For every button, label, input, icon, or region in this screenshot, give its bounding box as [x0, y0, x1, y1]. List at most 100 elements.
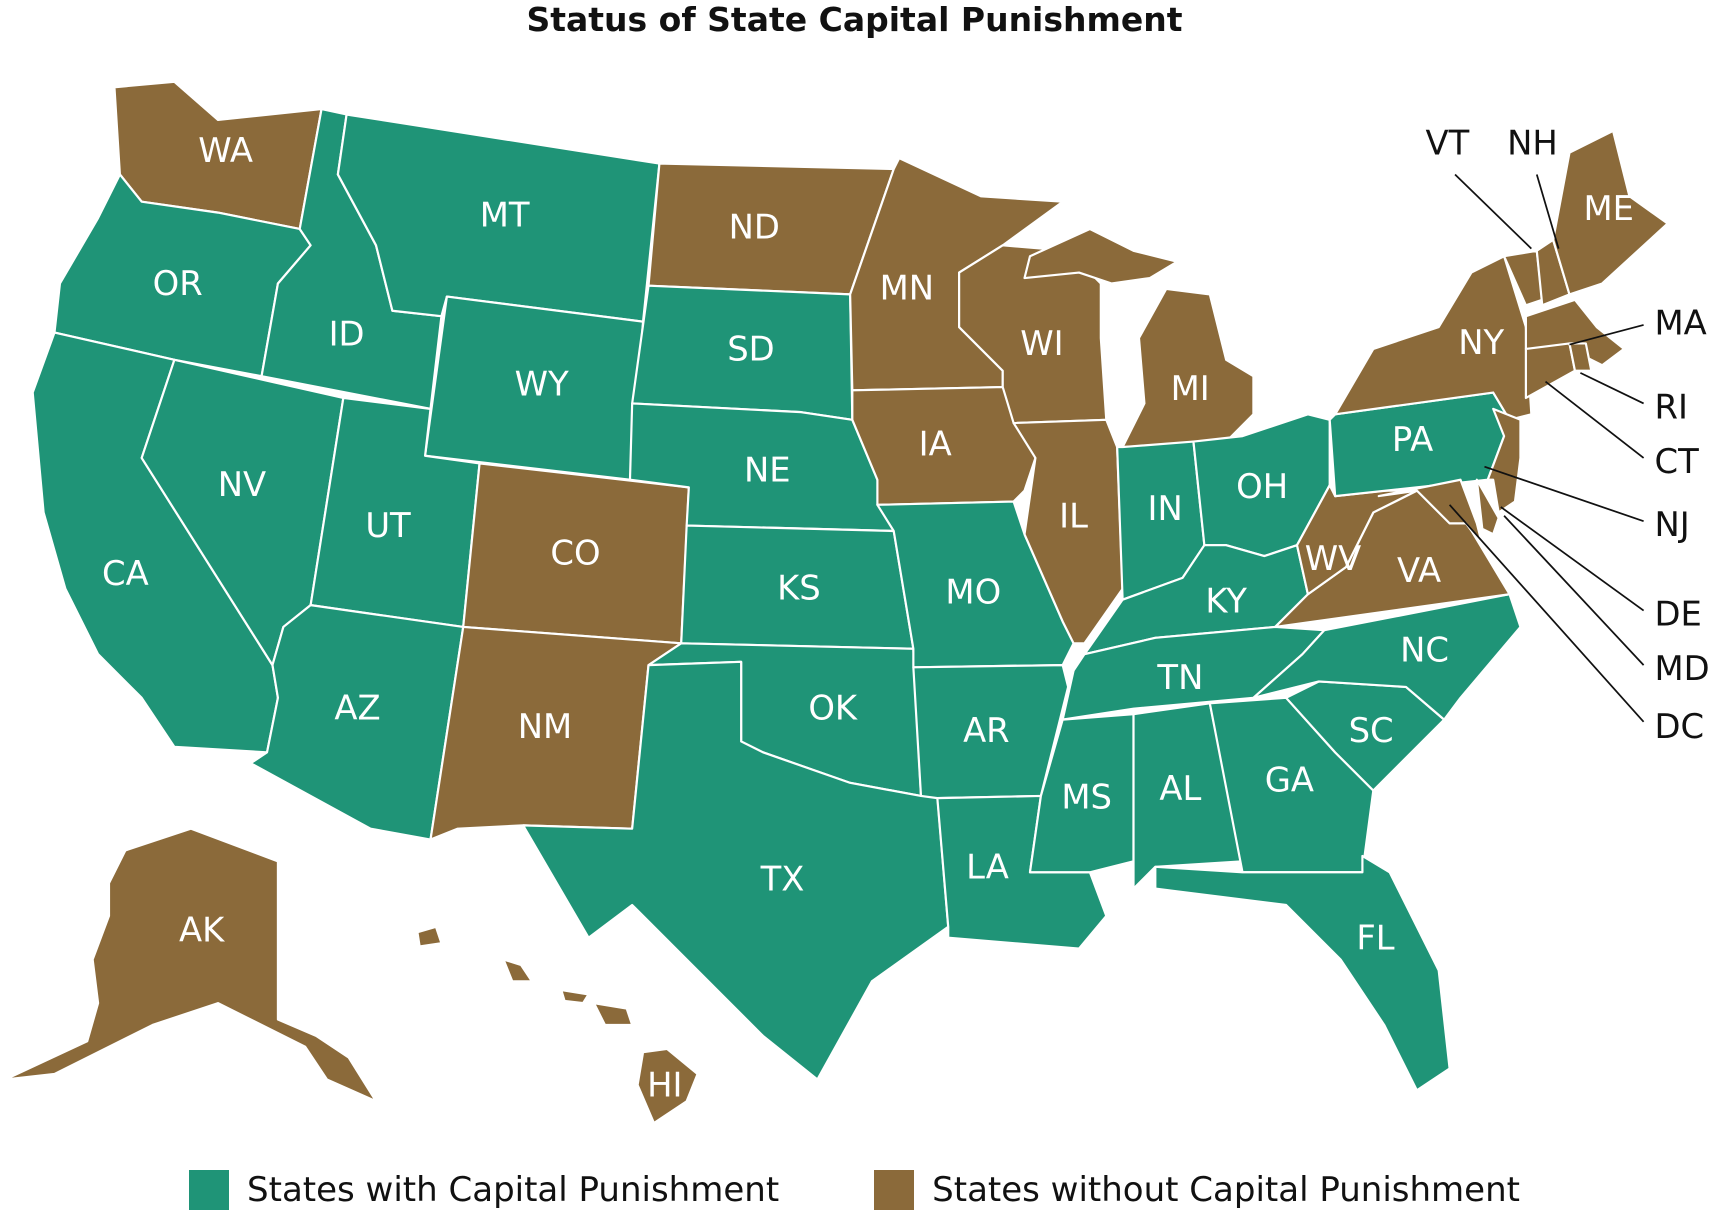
legend-swatch-without: [874, 1170, 915, 1210]
state-label-ne: NE: [744, 451, 791, 490]
state-label-nh: NH: [1507, 124, 1558, 163]
leader-line-vt: [1454, 173, 1532, 250]
legend: States with Capital Punishment States wi…: [0, 1170, 1709, 1210]
legend-item-with: States with Capital Punishment: [189, 1170, 779, 1210]
leader-line-ct: [1544, 380, 1645, 459]
state-label-al: AL: [1159, 769, 1201, 808]
leader-line-nj: [1484, 465, 1644, 523]
state-shape-md: [1377, 478, 1484, 547]
legend-label-without: States without Capital Punishment: [932, 1170, 1520, 1210]
state-shape-hi: [560, 988, 590, 1005]
state-shape-hi: [502, 958, 533, 983]
state-label-ar: AR: [963, 711, 1010, 750]
leader-line-nh: [1535, 174, 1560, 249]
state-label-ak: AK: [179, 911, 225, 950]
state-label-fl: FL: [1356, 918, 1394, 957]
leader-line-md: [1503, 515, 1645, 666]
map-title: Status of State Capital Punishment: [526, 0, 1183, 39]
state-ak: [4, 827, 378, 1103]
state-label-nv: NV: [218, 465, 266, 504]
state-shape-de: [1475, 478, 1500, 536]
state-label-vt: VT: [1426, 124, 1470, 163]
state-label-ma: MA: [1655, 303, 1707, 342]
state-label-ky: KY: [1205, 581, 1247, 620]
state-label-il: IL: [1059, 496, 1088, 535]
state-label-mi: MI: [1171, 369, 1210, 408]
state-label-md: MD: [1655, 649, 1709, 688]
state-shape-hi: [636, 1047, 699, 1125]
state-shape-al: [1132, 702, 1244, 890]
state-label-ks: KS: [777, 568, 821, 607]
state-label-mn: MN: [880, 269, 934, 308]
state-label-ct: CT: [1655, 442, 1700, 481]
state-nc: [1252, 593, 1522, 721]
state-label-in: IN: [1148, 489, 1183, 528]
state-shape-mi: [1023, 227, 1179, 285]
state-label-ms: MS: [1061, 778, 1112, 817]
state-shape-hi: [416, 925, 443, 948]
leader-line-dc: [1448, 504, 1645, 723]
state-label-me: ME: [1583, 189, 1633, 228]
state-shape-hi: [592, 1002, 634, 1027]
state-ct: [1524, 342, 1577, 400]
state-label-nj: NJ: [1655, 505, 1690, 544]
state-md: [1377, 478, 1484, 547]
state-label-wv: WV: [1305, 539, 1362, 578]
state-shape-ct: [1524, 342, 1577, 400]
state-label-la: LA: [966, 847, 1009, 886]
state-mo: [876, 500, 1075, 669]
state-ny: [1334, 255, 1533, 421]
state-label-hi: HI: [647, 1066, 682, 1105]
state-nj: [1486, 407, 1522, 514]
state-label-co: CO: [550, 533, 600, 572]
state-label-ut: UT: [365, 506, 411, 545]
state-mi: [1023, 227, 1255, 449]
state-al: [1132, 702, 1244, 890]
state-shape-nj: [1486, 407, 1522, 514]
state-label-mt: MT: [480, 195, 530, 234]
state-fl: [1154, 854, 1451, 1092]
state-label-ri: RI: [1655, 387, 1688, 426]
state-me: [1552, 129, 1669, 296]
leader-line-de: [1500, 506, 1645, 612]
state-label-id: ID: [329, 314, 365, 353]
state-shape-ak: [4, 827, 378, 1103]
state-shape-nc: [1252, 593, 1522, 721]
state-shape-ny: [1334, 255, 1533, 421]
state-label-ok: OK: [808, 688, 858, 727]
state-label-oh: OH: [1236, 467, 1288, 506]
state-label-de: DE: [1655, 595, 1702, 634]
state-il: [1012, 418, 1124, 645]
state-shape-fl: [1154, 854, 1451, 1092]
state-label-wa: WA: [198, 131, 253, 170]
state-label-wi: WI: [1020, 324, 1063, 363]
state-label-nc: NC: [1400, 631, 1449, 670]
state-label-dc: DC: [1655, 707, 1705, 746]
state-shape-mo: [876, 500, 1075, 669]
state-label-ny: NY: [1458, 323, 1504, 362]
state-shape-me: [1552, 129, 1669, 296]
state-label-ga: GA: [1265, 760, 1314, 799]
state-label-va: VA: [1397, 551, 1441, 590]
state-label-sd: SD: [727, 330, 774, 369]
legend-label-with: States with Capital Punishment: [247, 1170, 780, 1210]
state-shape-ri: [1568, 342, 1593, 372]
state-label-sc: SC: [1349, 711, 1394, 750]
state-label-nd: ND: [729, 207, 780, 246]
state-hi: [416, 925, 699, 1125]
state-shape-mi: [1121, 287, 1255, 449]
state-label-wy: WY: [515, 364, 569, 403]
state-tx: [522, 660, 950, 1081]
state-label-ia: IA: [919, 424, 952, 463]
state-label-nm: NM: [518, 707, 572, 746]
state-label-az: AZ: [334, 688, 380, 727]
state-label-pa: PA: [1392, 420, 1433, 459]
legend-item-without: States without Capital Punishment: [874, 1170, 1520, 1210]
state-label-tx: TX: [760, 859, 805, 898]
state-label-tn: TN: [1156, 658, 1203, 697]
legend-swatch-with: [189, 1170, 230, 1210]
state-de: [1475, 478, 1500, 536]
leader-line-ri: [1580, 372, 1644, 405]
state-label-mo: MO: [945, 573, 1001, 612]
